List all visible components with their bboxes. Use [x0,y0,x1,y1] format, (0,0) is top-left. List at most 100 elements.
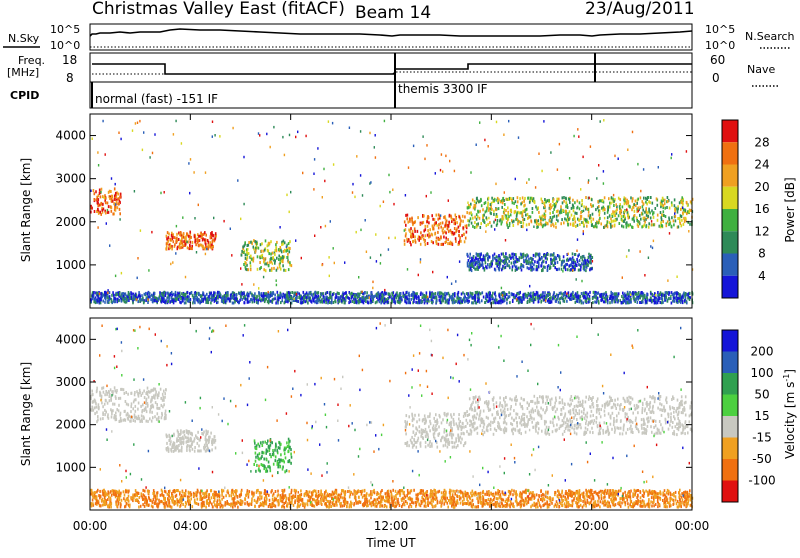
heatmap-cell [589,197,590,200]
heatmap-cell [646,198,648,201]
heatmap-cell [619,211,621,214]
heatmap-cell [576,278,577,281]
heatmap-cell [659,297,661,300]
heatmap-cell [580,265,582,268]
heatmap-cell [657,214,659,217]
heatmap-cell [643,202,645,205]
heatmap-cell [94,192,96,195]
heatmap-cell [615,203,617,206]
heatmap-cell [198,444,200,447]
heatmap-cell [586,225,588,228]
heatmap-cell [172,261,173,264]
heatmap-cell [173,433,175,436]
heatmap-cell [655,207,657,210]
heatmap-cell [269,261,271,264]
heatmap-cell [291,264,293,267]
heatmap-cell [204,238,206,241]
heatmap-cell [568,291,570,294]
heatmap-cell [472,199,474,202]
heatmap-cell [405,300,407,303]
heatmap-cell [487,202,489,205]
heatmap-cell [579,201,581,204]
heatmap-cell [122,297,124,300]
heatmap-cell [621,301,623,304]
heatmap-cell [486,293,488,296]
heatmap-cell [267,249,269,252]
heatmap-cell [444,296,446,299]
heatmap-cell [271,300,273,303]
heatmap-cell [141,418,143,421]
heatmap-cell [418,296,420,299]
heatmap-cell [173,240,175,243]
heatmap-cell [653,240,654,243]
heatmap-cell [257,302,259,305]
heatmap-cell [212,238,214,241]
heatmap-cell [588,221,590,224]
heatmap-cell [501,220,503,223]
heatmap-cell [434,224,436,227]
heatmap-cell [125,391,127,394]
heatmap-cell [424,158,425,161]
heatmap-cell [311,301,313,304]
heatmap-cell [241,254,243,257]
heatmap-cell [402,295,404,298]
heatmap-cell [547,265,549,268]
heatmap-cell [613,204,615,207]
heatmap-cell [674,204,676,207]
heatmap-cell [181,242,183,245]
heatmap-cell [536,265,538,268]
heatmap-cell [523,222,525,225]
heatmap-cell [129,293,131,296]
heatmap-cell [489,221,491,224]
heatmap-cell [511,262,513,265]
heatmap-cell [285,269,287,272]
heatmap-cell [666,296,668,299]
heatmap-cell [195,243,197,246]
heatmap-cell [175,445,177,448]
heatmap-cell [550,265,552,268]
heatmap-cell [644,211,646,214]
heatmap-cell [194,240,196,243]
heatmap-cell [476,202,477,205]
heatmap-cell [130,405,132,408]
heatmap-cell [477,291,479,294]
heatmap-cell [135,398,137,401]
heatmap-cell [491,295,493,298]
heatmap-cell [673,219,675,222]
cpid-mode-2: themis 3300 IF [398,82,488,96]
heatmap-cell [264,292,266,295]
heatmap-cell [575,225,577,228]
heatmap-cell [289,261,291,264]
heatmap-cell [180,442,182,445]
heatmap-cell [109,244,110,247]
heatmap-cell [348,301,350,304]
heatmap-cell [264,259,266,262]
heatmap-cell [447,276,448,279]
heatmap-cell [166,449,168,452]
heatmap-cell [185,294,187,297]
heatmap-cell [517,196,519,199]
heatmap-cell [349,127,350,130]
heatmap-cell [429,292,431,295]
heatmap-cell [575,221,577,224]
heatmap-cell [497,219,499,222]
heatmap-cell [502,300,504,303]
heatmap-cell [259,445,261,448]
heatmap-cell [150,400,152,403]
heatmap-cell [585,291,587,294]
heatmap-cell [522,253,524,256]
heatmap-cell [301,296,303,299]
heatmap-cell [189,292,191,295]
heatmap-cell [550,207,552,210]
heatmap-cell [93,291,95,294]
nsky-trace [90,29,692,36]
heatmap-cell [469,253,471,256]
heatmap-cell [276,246,278,249]
heatmap-cell [575,301,577,304]
heatmap-cell [152,300,154,303]
heatmap-cell [121,388,123,391]
heatmap-cell [597,206,599,209]
heatmap-cell [496,121,497,124]
heatmap-cell [314,235,315,238]
heatmap-cell [625,197,627,200]
